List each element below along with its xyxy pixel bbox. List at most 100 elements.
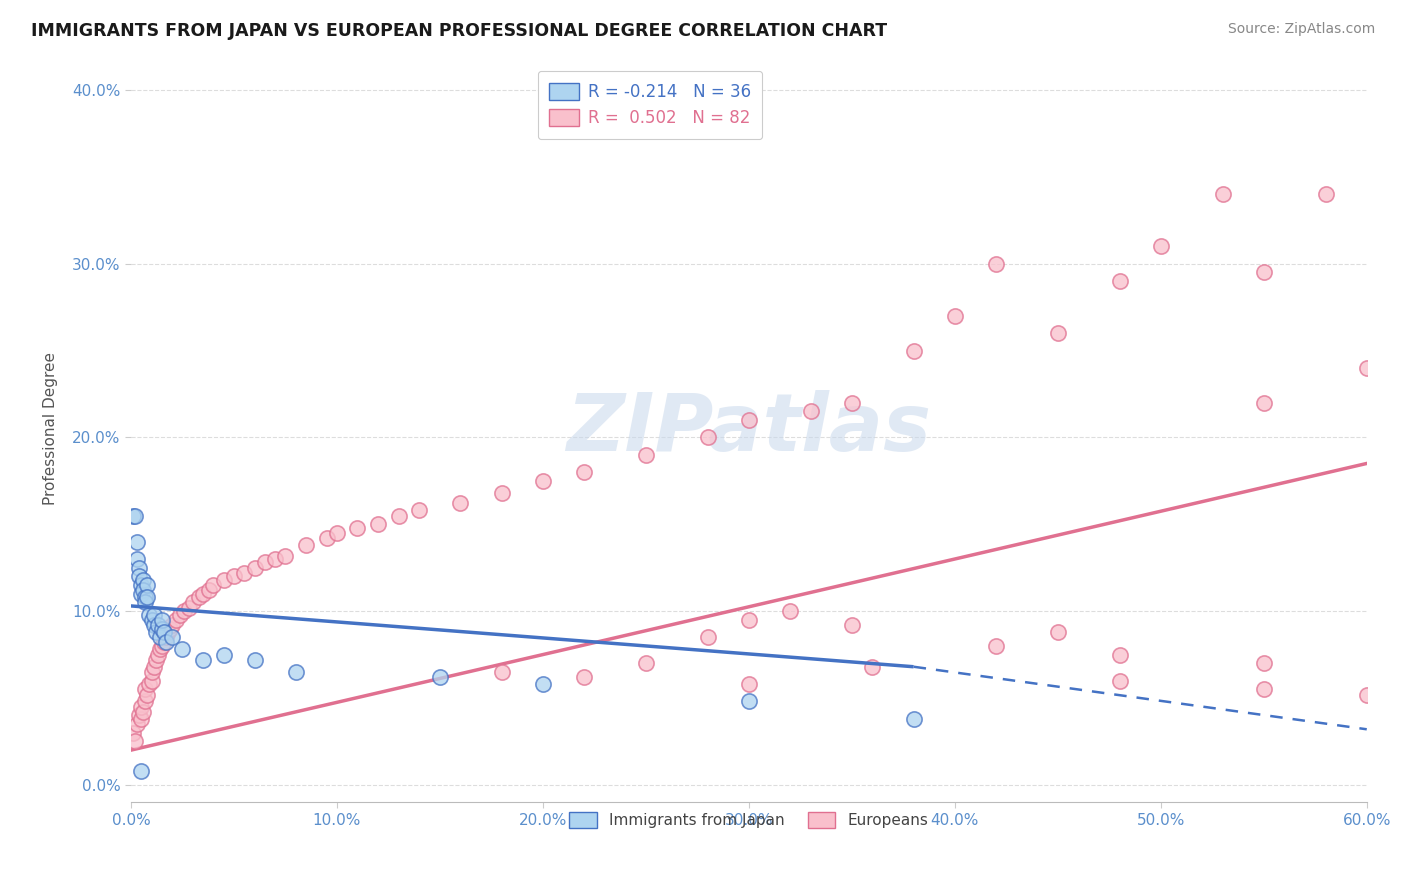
- Y-axis label: Professional Degree: Professional Degree: [44, 352, 58, 505]
- Point: [326, 525, 349, 540]
- Point: [134, 591, 156, 605]
- Point: [315, 531, 337, 545]
- Point: [1315, 187, 1337, 202]
- Point: [134, 694, 156, 708]
- Point: [142, 607, 165, 622]
- Point: [145, 653, 167, 667]
- Point: [159, 622, 181, 636]
- Point: [149, 630, 172, 644]
- Point: [284, 665, 307, 679]
- Point: [388, 508, 411, 523]
- Point: [146, 618, 169, 632]
- Point: [1355, 688, 1378, 702]
- Point: [1355, 360, 1378, 375]
- Point: [1108, 673, 1130, 688]
- Point: [150, 622, 173, 636]
- Point: [1046, 625, 1069, 640]
- Point: [169, 607, 191, 622]
- Text: IMMIGRANTS FROM JAPAN VS EUROPEAN PROFESSIONAL DEGREE CORRELATION CHART: IMMIGRANTS FROM JAPAN VS EUROPEAN PROFES…: [31, 22, 887, 40]
- Point: [122, 508, 145, 523]
- Point: [191, 587, 214, 601]
- Point: [253, 556, 276, 570]
- Point: [860, 659, 883, 673]
- Point: [129, 587, 152, 601]
- Point: [129, 699, 152, 714]
- Point: [198, 583, 221, 598]
- Point: [738, 613, 761, 627]
- Point: [274, 549, 297, 563]
- Point: [124, 734, 146, 748]
- Point: [165, 613, 187, 627]
- Point: [1253, 395, 1275, 409]
- Point: [984, 639, 1007, 653]
- Point: [222, 569, 245, 583]
- Point: [150, 613, 173, 627]
- Point: [1150, 239, 1173, 253]
- Point: [177, 600, 200, 615]
- Point: [128, 708, 150, 723]
- Point: [408, 503, 430, 517]
- Point: [491, 486, 513, 500]
- Point: [141, 665, 163, 679]
- Point: [173, 604, 195, 618]
- Point: [943, 309, 966, 323]
- Point: [155, 630, 177, 644]
- Point: [841, 395, 863, 409]
- Point: [127, 717, 149, 731]
- Point: [132, 583, 155, 598]
- Point: [153, 635, 176, 649]
- Point: [634, 448, 657, 462]
- Point: [181, 595, 204, 609]
- Point: [127, 534, 149, 549]
- Point: [155, 635, 177, 649]
- Point: [779, 604, 801, 618]
- Point: [136, 688, 159, 702]
- Point: [132, 705, 155, 719]
- Point: [1046, 326, 1069, 340]
- Point: [346, 521, 368, 535]
- Point: [138, 677, 160, 691]
- Point: [572, 670, 595, 684]
- Point: [172, 642, 194, 657]
- Point: [129, 712, 152, 726]
- Point: [1253, 682, 1275, 697]
- Point: [531, 677, 554, 691]
- Text: ZIPatlas: ZIPatlas: [567, 390, 931, 467]
- Point: [264, 552, 287, 566]
- Point: [738, 413, 761, 427]
- Point: [696, 630, 718, 644]
- Point: [150, 639, 173, 653]
- Point: [153, 625, 176, 640]
- Point: [146, 648, 169, 662]
- Point: [160, 618, 183, 632]
- Point: [903, 712, 925, 726]
- Point: [572, 465, 595, 479]
- Point: [738, 694, 761, 708]
- Point: [187, 591, 209, 605]
- Point: [1212, 187, 1234, 202]
- Point: [295, 538, 318, 552]
- Point: [212, 573, 235, 587]
- Point: [233, 566, 256, 580]
- Point: [134, 595, 156, 609]
- Point: [191, 653, 214, 667]
- Point: [243, 560, 266, 574]
- Point: [128, 560, 150, 574]
- Point: [124, 508, 146, 523]
- Point: [142, 659, 165, 673]
- Point: [128, 569, 150, 583]
- Point: [136, 591, 159, 605]
- Point: [132, 573, 155, 587]
- Point: [138, 607, 160, 622]
- Point: [531, 474, 554, 488]
- Point: [1253, 265, 1275, 279]
- Point: [141, 673, 163, 688]
- Point: [738, 677, 761, 691]
- Point: [134, 682, 156, 697]
- Point: [429, 670, 451, 684]
- Point: [696, 430, 718, 444]
- Point: [984, 257, 1007, 271]
- Point: [243, 653, 266, 667]
- Point: [841, 618, 863, 632]
- Point: [160, 630, 183, 644]
